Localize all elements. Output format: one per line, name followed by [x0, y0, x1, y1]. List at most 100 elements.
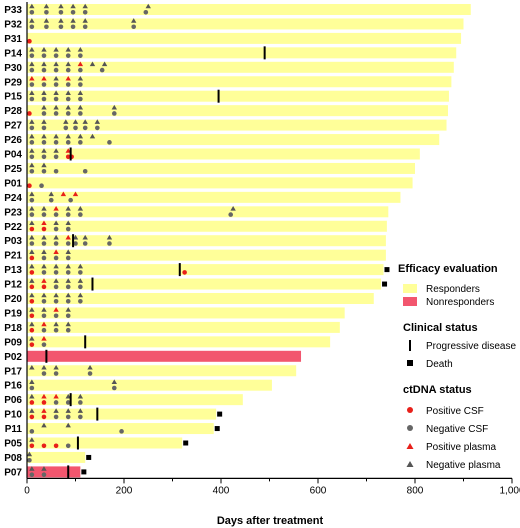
progressive-disease-marker [91, 277, 94, 291]
positive-plasma-marker [72, 191, 79, 197]
negative-plasma-marker [41, 292, 47, 298]
negative-csf-marker [65, 400, 71, 405]
negative-plasma-marker [41, 133, 47, 139]
negative-csf-marker [29, 96, 35, 102]
negative-csf-marker [53, 212, 59, 217]
negative-csf-marker [53, 255, 59, 261]
negative-csf-marker [53, 284, 59, 290]
negative-csf-marker [29, 197, 35, 203]
negative-plasma-marker [77, 393, 84, 399]
progressive-disease-marker [69, 393, 72, 407]
patient-label: P19 [4, 308, 22, 319]
positive-csf-marker [29, 327, 35, 333]
negative-csf-marker [41, 241, 47, 246]
negative-csf-marker [68, 197, 73, 203]
negative-plasma-marker [41, 148, 47, 153]
negative-plasma-marker [41, 104, 47, 110]
negative-plasma-marker [29, 263, 35, 269]
negative-csf-marker [27, 457, 32, 463]
legend-responders-label: Responders [426, 284, 480, 295]
negative-csf-marker [53, 241, 59, 246]
negative-csf-marker [53, 111, 59, 116]
negative-csf-marker [65, 212, 71, 217]
negative-plasma-marker [58, 18, 64, 23]
negative-csf-marker [78, 140, 83, 145]
negative-csf-marker [73, 241, 78, 246]
patient-bar [27, 119, 447, 131]
progressive-disease-marker [178, 263, 181, 277]
negative-plasma-marker [77, 90, 84, 95]
death-marker [183, 440, 189, 446]
patient-label: P27 [4, 121, 22, 132]
negative-plasma-marker [41, 47, 47, 52]
positive-plasma-marker [41, 220, 47, 226]
death-marker [86, 454, 92, 460]
patient-bar [27, 90, 449, 102]
patient-bar [27, 365, 297, 377]
positive-csf-marker [27, 38, 32, 44]
patient-bar [27, 307, 345, 319]
negative-plasma-marker [29, 249, 35, 254]
negative-plasma-marker [26, 451, 33, 457]
negative-plasma-marker [77, 133, 84, 139]
negative-csf-marker [65, 111, 71, 116]
legend-ctdna-title: ctDNA status [403, 384, 472, 396]
negative-plasma-marker [77, 263, 84, 269]
negative-csf-marker [78, 400, 83, 405]
negative-plasma-marker [41, 61, 47, 67]
legend-progressive-label: Progressive disease [426, 341, 516, 352]
legend-efficacy-title: Efficacy evaluation [398, 263, 498, 275]
negative-plasma-marker [43, 3, 50, 9]
negative-plasma-marker [87, 364, 93, 370]
negative-plasma-marker [53, 90, 59, 95]
negative-csf-marker [65, 82, 71, 87]
negative-csf-marker [65, 226, 71, 232]
legend-nonresponders-swatch [403, 297, 417, 306]
patient-bar [27, 423, 214, 435]
patient-bar [27, 220, 387, 232]
patient-bar [27, 321, 340, 333]
positive-csf-marker [29, 284, 35, 290]
patient-bar [27, 4, 471, 15]
patient-label: P15 [4, 92, 22, 103]
negative-plasma-marker [65, 249, 71, 254]
patient-label: P16 [4, 381, 22, 392]
negative-csf-marker [65, 255, 71, 261]
positive-csf-marker [29, 400, 35, 405]
negative-plasma-marker [29, 90, 35, 95]
events-layer [26, 3, 390, 479]
patient-bar [27, 47, 457, 59]
patient-label: P31 [4, 34, 22, 45]
legend-responders-swatch [403, 284, 417, 293]
negative-plasma-marker [65, 47, 71, 52]
negative-csf-marker [78, 212, 83, 217]
x-tick-label: 0 [24, 485, 30, 496]
negative-plasma-marker [29, 191, 35, 197]
negative-plasma-marker [29, 336, 35, 341]
negative-plasma-marker [41, 466, 47, 471]
patient-label: P01 [4, 178, 22, 189]
negative-csf-marker [78, 67, 83, 73]
negative-plasma-marker [53, 148, 59, 153]
progressive-disease-marker [263, 46, 266, 60]
negative-csf-marker [87, 371, 93, 376]
x-tick-label: 200 [116, 485, 133, 496]
positive-csf-marker [182, 270, 187, 275]
negative-csf-marker [44, 10, 49, 15]
patient-bar [27, 105, 448, 117]
progressive-disease-marker [45, 349, 48, 363]
positive-csf-marker [65, 154, 71, 160]
negative-plasma-marker [77, 278, 84, 283]
positive-plasma-marker [60, 191, 67, 197]
negative-plasma-marker [72, 234, 79, 240]
positive-csf-marker [29, 226, 35, 232]
x-axis-title: Days after treatment [217, 515, 324, 527]
legend-death-symbol [407, 360, 413, 366]
negative-plasma-marker [53, 104, 59, 110]
positive-plasma-marker [65, 148, 71, 153]
negative-plasma-marker [101, 61, 108, 67]
negative-plasma-marker [48, 191, 54, 197]
negative-csf-marker [58, 24, 64, 30]
patient-bar [27, 249, 386, 261]
